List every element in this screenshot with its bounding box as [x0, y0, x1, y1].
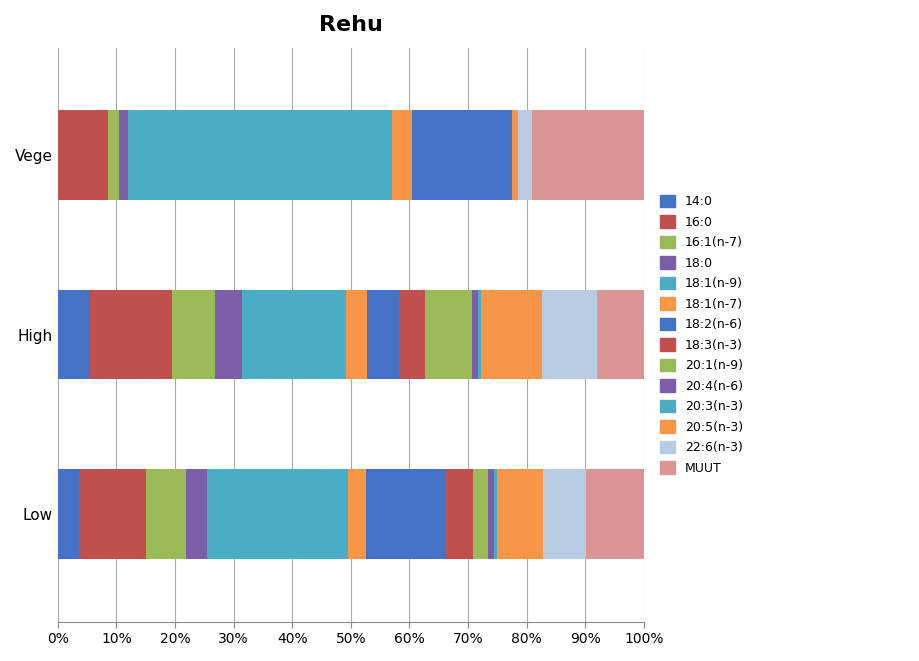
- Bar: [346, 290, 367, 379]
- Bar: [242, 290, 346, 379]
- Bar: [517, 110, 532, 200]
- Bar: [597, 290, 644, 379]
- Bar: [425, 290, 471, 379]
- Bar: [478, 290, 481, 379]
- Bar: [541, 290, 597, 379]
- Bar: [208, 469, 347, 559]
- Bar: [146, 469, 186, 559]
- Bar: [532, 110, 644, 200]
- Bar: [494, 469, 497, 559]
- Bar: [58, 290, 90, 379]
- Bar: [90, 290, 172, 379]
- Bar: [399, 290, 425, 379]
- Bar: [413, 110, 512, 200]
- Bar: [488, 469, 494, 559]
- Bar: [446, 469, 473, 559]
- Bar: [471, 290, 478, 379]
- Bar: [512, 110, 517, 200]
- Bar: [366, 469, 446, 559]
- Bar: [58, 110, 108, 200]
- Bar: [481, 290, 541, 379]
- Bar: [79, 469, 146, 559]
- Legend: 14:0, 16:0, 16:1(n-7), 18:0, 18:1(n-9), 18:1(n-7), 18:2(n-6), 18:3(n-3), 20:1(n-: 14:0, 16:0, 16:1(n-7), 18:0, 18:1(n-9), …: [656, 191, 746, 479]
- Bar: [391, 110, 413, 200]
- Bar: [347, 469, 366, 559]
- Bar: [172, 290, 215, 379]
- Title: Rehu: Rehu: [319, 15, 382, 35]
- Bar: [367, 290, 399, 379]
- Bar: [473, 469, 488, 559]
- Bar: [186, 469, 208, 559]
- Bar: [215, 290, 242, 379]
- Bar: [108, 110, 119, 200]
- Bar: [585, 469, 644, 559]
- Bar: [119, 110, 128, 200]
- Bar: [497, 469, 543, 559]
- Bar: [58, 469, 79, 559]
- Bar: [128, 110, 391, 200]
- Bar: [543, 469, 585, 559]
